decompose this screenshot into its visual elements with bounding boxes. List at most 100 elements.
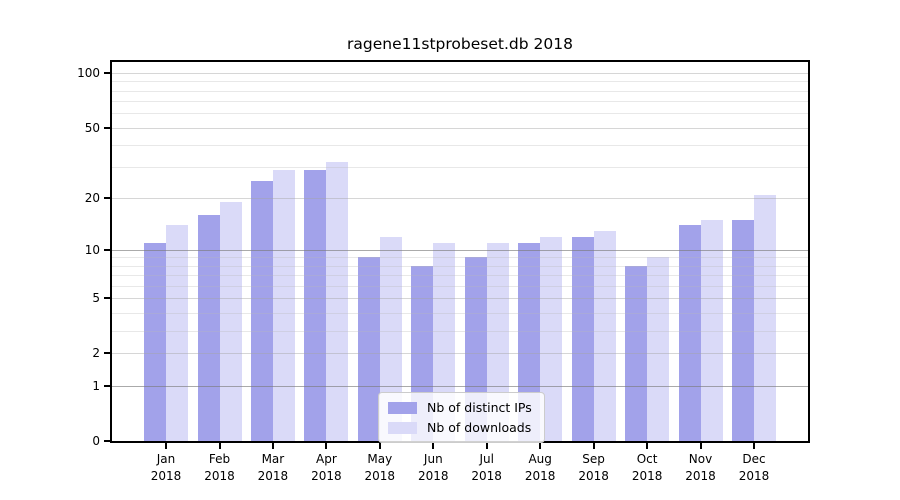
legend-swatch-downloads [388,421,417,434]
x-tick-month: Mar [261,452,285,466]
gridline-60 [112,113,808,115]
grid-layer [112,62,808,441]
x-tick-mark-feb [218,443,221,449]
x-tick-month: Jun [423,452,443,466]
plot-area [110,60,810,443]
x-tick-month: Jul [479,452,494,466]
bar-may-downloads [379,236,402,441]
bar-feb-downloads [219,202,242,441]
x-tick-label-oct: Oct 2018 [617,451,677,485]
y-tick-mark-0 [104,440,110,442]
x-tick-month: Oct [636,452,658,466]
x-tick-year: 2018 [311,469,342,483]
y-tick-label-20: 20 [84,191,100,206]
bar-apr-distinct-ips [304,169,327,441]
x-tick-label-jan: Jan 2018 [136,451,196,485]
x-tick-year: 2018 [578,469,609,483]
x-tick-mark-aug [539,443,542,449]
x-tick-month: Aug [528,452,552,466]
y-tick-label-100: 100 [77,66,100,80]
bar-mar-downloads [272,169,295,441]
x-tick-year: 2018 [524,469,556,483]
y-tick-label-2: 2 [92,346,100,361]
bar-aug-downloads [540,236,563,441]
chart-title: ragene11stprobeset.db 2018 [347,35,573,53]
x-tick-year: 2018 [685,469,716,483]
y-tick-mark-2 [104,352,110,355]
x-tick-mark-jun [432,443,435,449]
gridline-90 [112,81,808,83]
gridline-100 [112,73,808,74]
x-tick-mark-may [378,443,381,449]
legend-label-distinct-ips: Nb of distinct IPs [427,400,532,415]
x-tick-year: 2018 [150,469,182,483]
x-tick-mark-jul [485,443,488,449]
x-tick-label-jul: Jul 2018 [457,451,517,485]
x-tick-label-aug: Aug 2018 [510,451,570,485]
gridline-3 [112,330,808,332]
y-tick-mark-50 [104,126,110,129]
y-tick-mark-1 [104,384,110,387]
x-tick-label-nov: Nov 2018 [671,451,731,485]
y-tick-label-0: 0 [92,434,100,448]
gridline-80 [112,90,808,92]
gridline-9 [112,257,808,259]
y-tick-label-50: 50 [84,120,100,135]
x-tick-mark-apr [325,443,328,449]
bar-jan-downloads [166,225,188,441]
x-tick-label-mar: Mar 2018 [243,451,303,485]
legend: Nb of distinct IPs Nb of downloads [378,392,545,443]
x-tick-label-sep: Sep 2018 [564,451,624,485]
y-tick-label-1: 1 [92,378,100,393]
bar-feb-distinct-ips [197,215,220,441]
gridline-70 [112,101,808,103]
x-tick-month: Feb [208,452,231,466]
x-tick-label-apr: Apr 2018 [296,451,356,485]
gridline-8 [112,265,808,267]
legend-label-downloads: Nb of downloads [427,420,532,435]
y-tick-mark-5 [104,297,110,300]
x-tick-mark-mar [271,443,274,449]
legend-item-distinct-ips: Nb of distinct IPs [388,398,532,417]
x-tick-mark-dec [753,443,755,449]
bar-sep-distinct-ips [571,236,594,441]
bar-dec-downloads [754,194,776,441]
x-tick-label-jun: Jun 2018 [403,451,463,485]
gridline-10 [112,249,808,251]
bar-aug-distinct-ips [518,242,541,441]
bar-mar-distinct-ips [250,181,273,441]
legend-swatch-distinct-ips [388,401,417,414]
gridline-1 [112,385,808,387]
y-tick-mark-10 [104,248,110,251]
gridline-30 [112,167,808,169]
bar-oct-downloads [647,257,670,441]
y-tick-label-10: 10 [84,242,100,257]
x-tick-month: Apr [316,452,337,466]
x-tick-label-dec: Dec 2018 [724,451,784,485]
bar-may-distinct-ips [357,257,380,441]
x-tick-month: Nov [688,452,713,466]
bar-jan-distinct-ips [144,242,166,441]
x-tick-label-feb: Feb 2018 [190,451,250,485]
x-tick-label-may: May 2018 [350,451,410,485]
gridline-6 [112,285,808,287]
x-tick-month: May [367,452,393,466]
gridline-2 [112,353,808,355]
legend-item-downloads: Nb of downloads [388,418,532,437]
x-tick-mark-jan [165,443,167,449]
x-tick-mark-nov [699,443,702,449]
gridline-40 [112,144,808,146]
bar-sep-downloads [593,230,616,441]
gridline-7 [112,275,808,277]
x-tick-year: 2018 [631,469,663,483]
x-tick-mark-sep [592,443,595,449]
x-tick-year: 2018 [257,469,289,483]
x-tick-year: 2018 [418,469,449,483]
bar-jun-downloads [433,242,456,441]
gridline-5 [112,298,808,300]
y-tick-mark-100 [104,72,110,74]
y-tick-label-5: 5 [92,291,100,306]
x-tick-year: 2018 [471,469,502,483]
x-tick-month: Sep [582,452,605,466]
